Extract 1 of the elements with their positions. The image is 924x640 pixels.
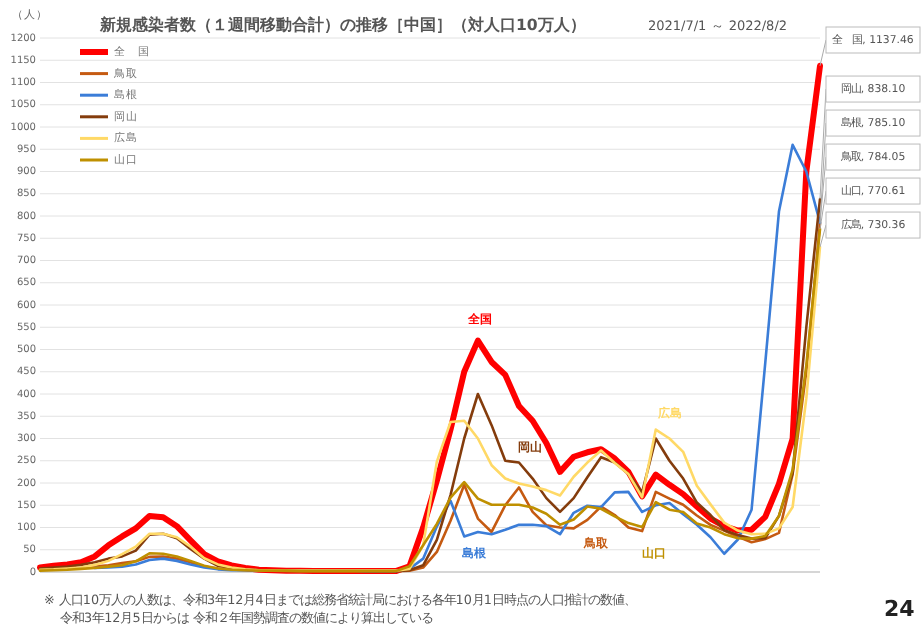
text: 24	[884, 596, 916, 622]
